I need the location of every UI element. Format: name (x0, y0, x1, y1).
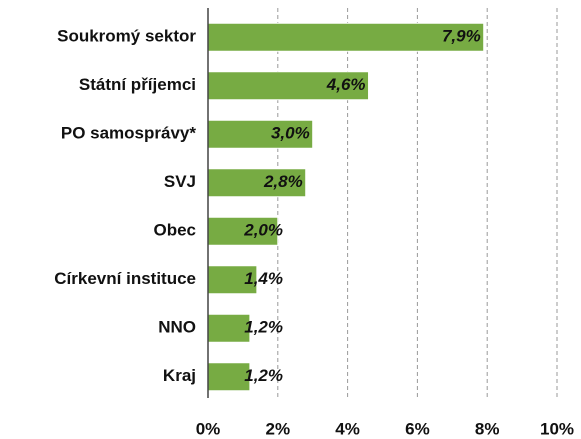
y-tick-label: SVJ (164, 172, 196, 191)
bar (207, 216, 279, 246)
x-tick-label: 8% (475, 419, 500, 438)
value-label: 3,0% (271, 124, 310, 143)
bar (207, 168, 307, 198)
value-label: 7,9% (442, 27, 481, 46)
x-tick-label: 6% (405, 419, 430, 438)
y-tick-label: Soukromý sektor (57, 27, 196, 46)
x-tick-label: 0% (196, 419, 221, 438)
bar (207, 313, 251, 343)
x-tick-label: 2% (266, 419, 291, 438)
y-tick-label: Státní příjemci (79, 75, 196, 94)
value-label: 4,6% (326, 75, 366, 94)
x-tick-label: 4% (335, 419, 360, 438)
y-tick-label: Církevní instituce (54, 269, 196, 288)
value-label: 1,4% (244, 269, 283, 288)
bar (207, 22, 485, 52)
bar (207, 265, 258, 295)
value-label: 1,2% (244, 318, 283, 337)
bar (207, 71, 370, 101)
bar (207, 119, 314, 149)
value-label: 2,8% (263, 172, 303, 191)
y-tick-label: PO samosprávy* (61, 124, 197, 143)
y-tick-label: NNO (158, 318, 196, 337)
value-label: 2,0% (243, 221, 283, 240)
value-label: 1,2% (244, 366, 283, 385)
y-tick-label: Obec (153, 221, 196, 240)
bar (207, 362, 251, 392)
x-tick-label: 10% (540, 419, 574, 438)
y-tick-label: Kraj (163, 366, 196, 385)
